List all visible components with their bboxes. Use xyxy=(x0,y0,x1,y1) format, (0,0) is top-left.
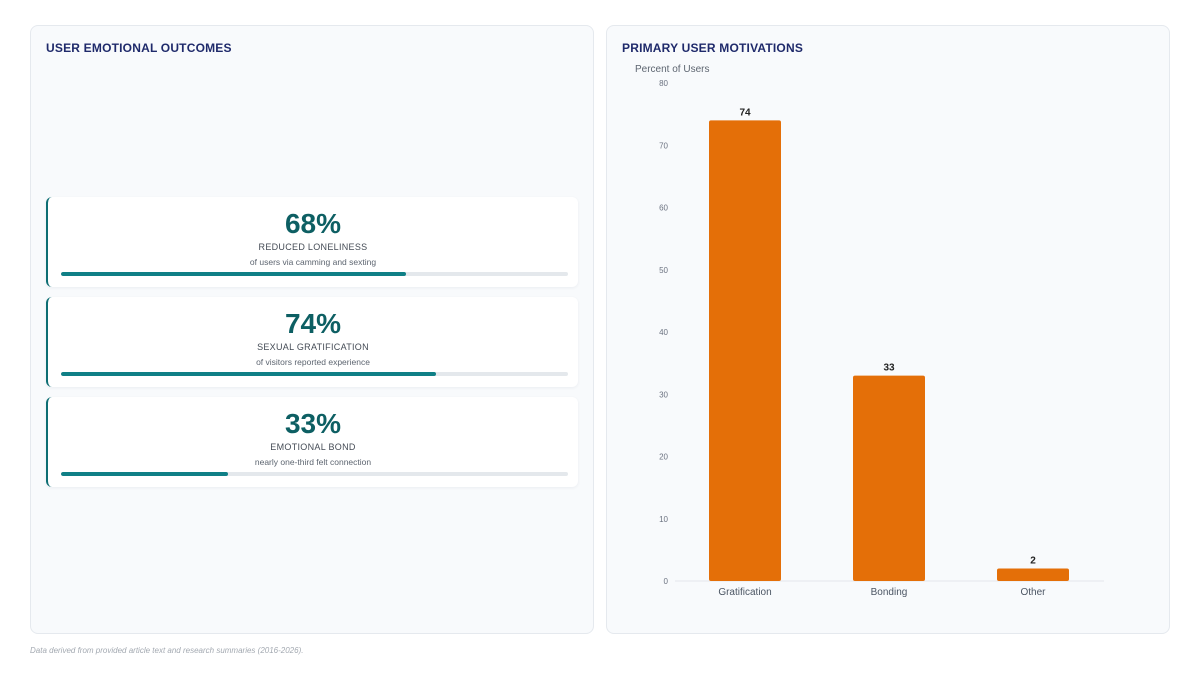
y-tick-label: 60 xyxy=(659,204,668,213)
y-tick-label: 40 xyxy=(659,328,668,337)
x-tick-label: Other xyxy=(1020,587,1046,598)
stat-description: of visitors reported experience xyxy=(256,357,370,367)
y-tick-label: 30 xyxy=(659,390,668,399)
stat-card-reduced-loneliness: 68% REDUCED LONELINESS of users via camm… xyxy=(46,197,578,287)
bar-value-label: 2 xyxy=(1030,556,1036,567)
stat-label: SEXUAL GRATIFICATION xyxy=(257,342,369,352)
y-tick-label: 70 xyxy=(659,141,668,150)
y-tick-label: 80 xyxy=(659,79,668,88)
stat-progress-track xyxy=(61,472,568,476)
stat-progress-track xyxy=(61,272,568,276)
stat-label: REDUCED LONELINESS xyxy=(258,242,368,252)
y-axis-label: Percent of Users xyxy=(635,64,709,75)
y-tick-label: 20 xyxy=(659,453,668,462)
y-tick-label: 0 xyxy=(664,577,669,586)
stat-progress-track xyxy=(61,372,568,376)
stat-description: nearly one-third felt connection xyxy=(254,457,372,467)
emotional-outcomes-title: USER EMOTIONAL OUTCOMES xyxy=(46,41,232,55)
stat-card-list: 68% REDUCED LONELINESS of users via camm… xyxy=(46,197,578,497)
bar-value-labels: 74 33 2 xyxy=(739,107,1036,566)
data-source-note: Data derived from provided article text … xyxy=(30,646,304,655)
bar-bonding xyxy=(853,375,925,581)
stat-value: 33% xyxy=(284,408,342,439)
emotional-outcomes-panel: USER EMOTIONAL OUTCOMES 68% REDUCED LONE… xyxy=(30,25,594,634)
bar-value-label: 74 xyxy=(739,107,751,118)
stat-value: 74% xyxy=(284,308,342,339)
stat-label: EMOTIONAL BOND xyxy=(270,442,356,452)
stat-card-emotional-bond: 33% EMOTIONAL BOND nearly one-third felt… xyxy=(46,397,578,487)
stat-progress-fill xyxy=(61,472,229,476)
bar-gratification xyxy=(709,120,781,581)
x-tick-label: Bonding xyxy=(871,587,908,598)
stat-description: of users via camming and sexting xyxy=(249,257,377,267)
user-motivations-panel: PRIMARY USER MOTIVATIONS Percent of User… xyxy=(606,25,1170,634)
stat-value: 68% xyxy=(284,208,342,239)
bar-value-label: 33 xyxy=(883,363,895,374)
stat-card-sexual-gratification: 74% SEXUAL GRATIFICATION of visitors rep… xyxy=(46,297,578,387)
motivations-bar-chart: Percent of Users 0 10 20 30 40 50 60 70 80 Grati… xyxy=(635,64,1104,598)
y-axis-ticks: 0 10 20 30 40 50 60 70 80 xyxy=(659,79,668,586)
stat-progress-fill xyxy=(61,372,437,376)
x-tick-label: Gratification xyxy=(718,587,771,598)
y-tick-label: 50 xyxy=(659,266,668,275)
stat-progress-fill xyxy=(61,272,406,276)
y-tick-label: 10 xyxy=(659,515,668,524)
bar-other xyxy=(997,568,1069,581)
bar-series xyxy=(709,120,1069,581)
user-motivations-title: PRIMARY USER MOTIVATIONS xyxy=(622,41,804,55)
x-axis-labels: Gratification Bonding Other xyxy=(718,587,1046,598)
